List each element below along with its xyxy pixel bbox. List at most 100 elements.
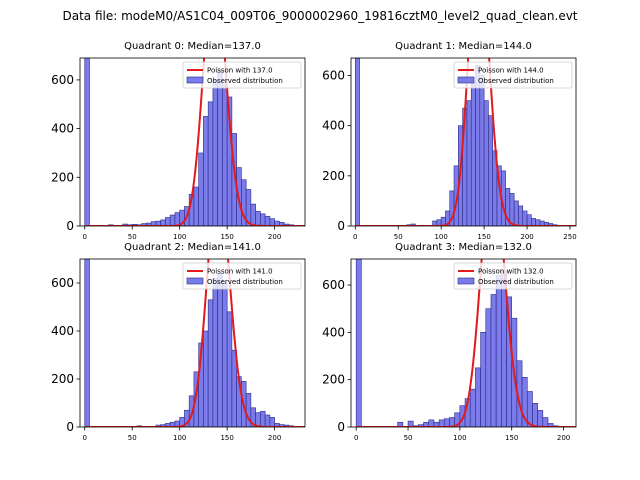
legend-label-poisson: Poisson with 132.0: [478, 268, 544, 276]
quadrant-1-panel: Quadrant 1: Median=144.0 0 50 100 150 200 250 0…: [322, 41, 577, 241]
axes-frame: [350, 258, 577, 428]
quadrant-2-legend: Poisson with 141.0 Observed distribution: [182, 262, 302, 290]
legend-bar-swatch: [457, 76, 475, 84]
x-tick-label: 50: [404, 434, 413, 442]
histogram-bar: [84, 259, 90, 427]
legend-label-poisson: Poisson with 141.0: [207, 268, 273, 276]
histogram-bar: [354, 58, 360, 226]
legend-label-poisson: Poisson with 144.0: [478, 67, 544, 75]
x-tick-label: 100: [173, 434, 186, 442]
axes-frame: [350, 57, 577, 227]
x-tick-label: 150: [220, 434, 233, 442]
legend-label-observed: Observed distribution: [478, 278, 554, 286]
y-tick-label: 0: [66, 420, 74, 434]
x-tick-label: 200: [268, 233, 281, 241]
histogram-bar: [466, 100, 472, 226]
y-tick-label: 600: [51, 73, 74, 87]
y-tick-label: 0: [337, 420, 345, 434]
x-tick-label: 150: [220, 233, 233, 241]
histogram-bar: [531, 218, 536, 226]
quadrant-1-legend: Poisson with 144.0 Observed distribution: [453, 61, 573, 89]
legend-box: [453, 61, 573, 89]
y-tick-label: 400: [322, 325, 345, 339]
histogram-bar: [260, 411, 266, 427]
x-tick-label: 100: [434, 233, 447, 241]
histogram-bar: [193, 186, 199, 226]
histogram-bar: [264, 414, 271, 427]
histogram-bar: [212, 277, 218, 427]
histogram-bar: [513, 200, 519, 226]
histogram-bar: [207, 299, 214, 427]
quadrant-2-title: Quadrant 2: Median=141.0: [124, 242, 261, 253]
y-tick-label: 600: [322, 278, 345, 292]
x-tick-label: 100: [453, 434, 466, 442]
histogram-bar: [207, 101, 214, 226]
y-tick-label: 400: [322, 119, 345, 133]
x-tick-label: 200: [268, 434, 281, 442]
y-tick-label: 600: [322, 69, 345, 83]
histogram-bar: [217, 273, 223, 427]
x-tick-label: 200: [557, 434, 570, 442]
histogram-bar: [526, 214, 532, 226]
legend-bar-swatch: [457, 277, 475, 285]
histogram-bar: [222, 282, 228, 427]
quadrant-3-title: Quadrant 3: Median=132.0: [395, 242, 532, 253]
x-tick-label: 200: [520, 233, 533, 241]
x-tick-label: 0: [83, 434, 87, 442]
y-tick-label: 200: [322, 373, 345, 387]
legend-box: [182, 61, 302, 89]
legend-label-observed: Observed distribution: [207, 278, 283, 286]
y-tick-label: 0: [66, 219, 74, 233]
legend-bar-swatch: [186, 76, 204, 84]
legend-label-observed: Observed distribution: [478, 77, 554, 85]
legend-label-poisson: Poisson with 137.0: [207, 67, 273, 75]
histogram-bar: [469, 388, 476, 427]
poisson-curve: [355, 58, 576, 226]
y-tick-label: 0: [337, 219, 345, 233]
x-tick-label: 0: [83, 233, 87, 241]
histogram-bar: [226, 311, 233, 427]
histogram-bar: [547, 423, 554, 427]
histogram-bar: [397, 421, 404, 427]
histogram-bar: [522, 210, 528, 226]
quadrant-3-legend: Poisson with 132.0 Observed distribution: [453, 262, 573, 290]
histogram-bar: [203, 330, 209, 427]
histogram-bar: [542, 417, 549, 427]
histogram-bar: [470, 80, 476, 226]
histogram-bar: [537, 410, 544, 427]
x-tick-label: 150: [505, 434, 518, 442]
x-tick-label: 50: [394, 233, 403, 241]
histogram-bar: [532, 403, 538, 427]
histogram-bar: [269, 218, 275, 226]
histogram-bar: [518, 205, 524, 226]
figure-suptitle: Data file: modeM0/AS1C04_009T06_90000029…: [62, 9, 577, 23]
legend-label-observed: Observed distribution: [207, 77, 283, 85]
histogram-bar: [490, 294, 497, 427]
histogram-bar: [475, 367, 481, 427]
histogram-bar: [483, 100, 489, 226]
histogram-bar: [410, 223, 416, 226]
y-tick-label: 400: [51, 324, 74, 338]
histogram-bar: [217, 69, 223, 226]
y-tick-label: 200: [51, 372, 74, 386]
x-tick-label: 250: [563, 233, 576, 241]
histogram-bar: [212, 79, 218, 226]
x-tick-label: 0: [354, 434, 358, 442]
quadrant-1-title: Quadrant 1: Median=144.0: [395, 41, 532, 52]
quadrant-3-panel: Quadrant 3: Median=132.0 0 50 100 150 200 0 200…: [322, 242, 577, 442]
histogram-bar: [264, 215, 271, 226]
histogram-bar: [169, 214, 176, 226]
x-tick-label: 150: [477, 233, 490, 241]
histogram-bar: [479, 75, 485, 226]
histogram-bar: [84, 58, 90, 226]
histogram-bar: [495, 275, 502, 427]
histogram-bar: [255, 211, 261, 226]
y-tick-label: 600: [51, 276, 74, 290]
x-tick-label: 0: [353, 233, 357, 241]
quadrant-1-bars: [354, 58, 562, 226]
quadrant-0-title: Quadrant 0: Median=137.0: [124, 41, 261, 52]
y-tick-label: 400: [51, 122, 74, 136]
y-tick-label: 200: [322, 169, 345, 183]
quadrant-0-legend: Poisson with 137.0 Observed distribution: [182, 61, 302, 89]
histogram-bar: [355, 259, 362, 427]
